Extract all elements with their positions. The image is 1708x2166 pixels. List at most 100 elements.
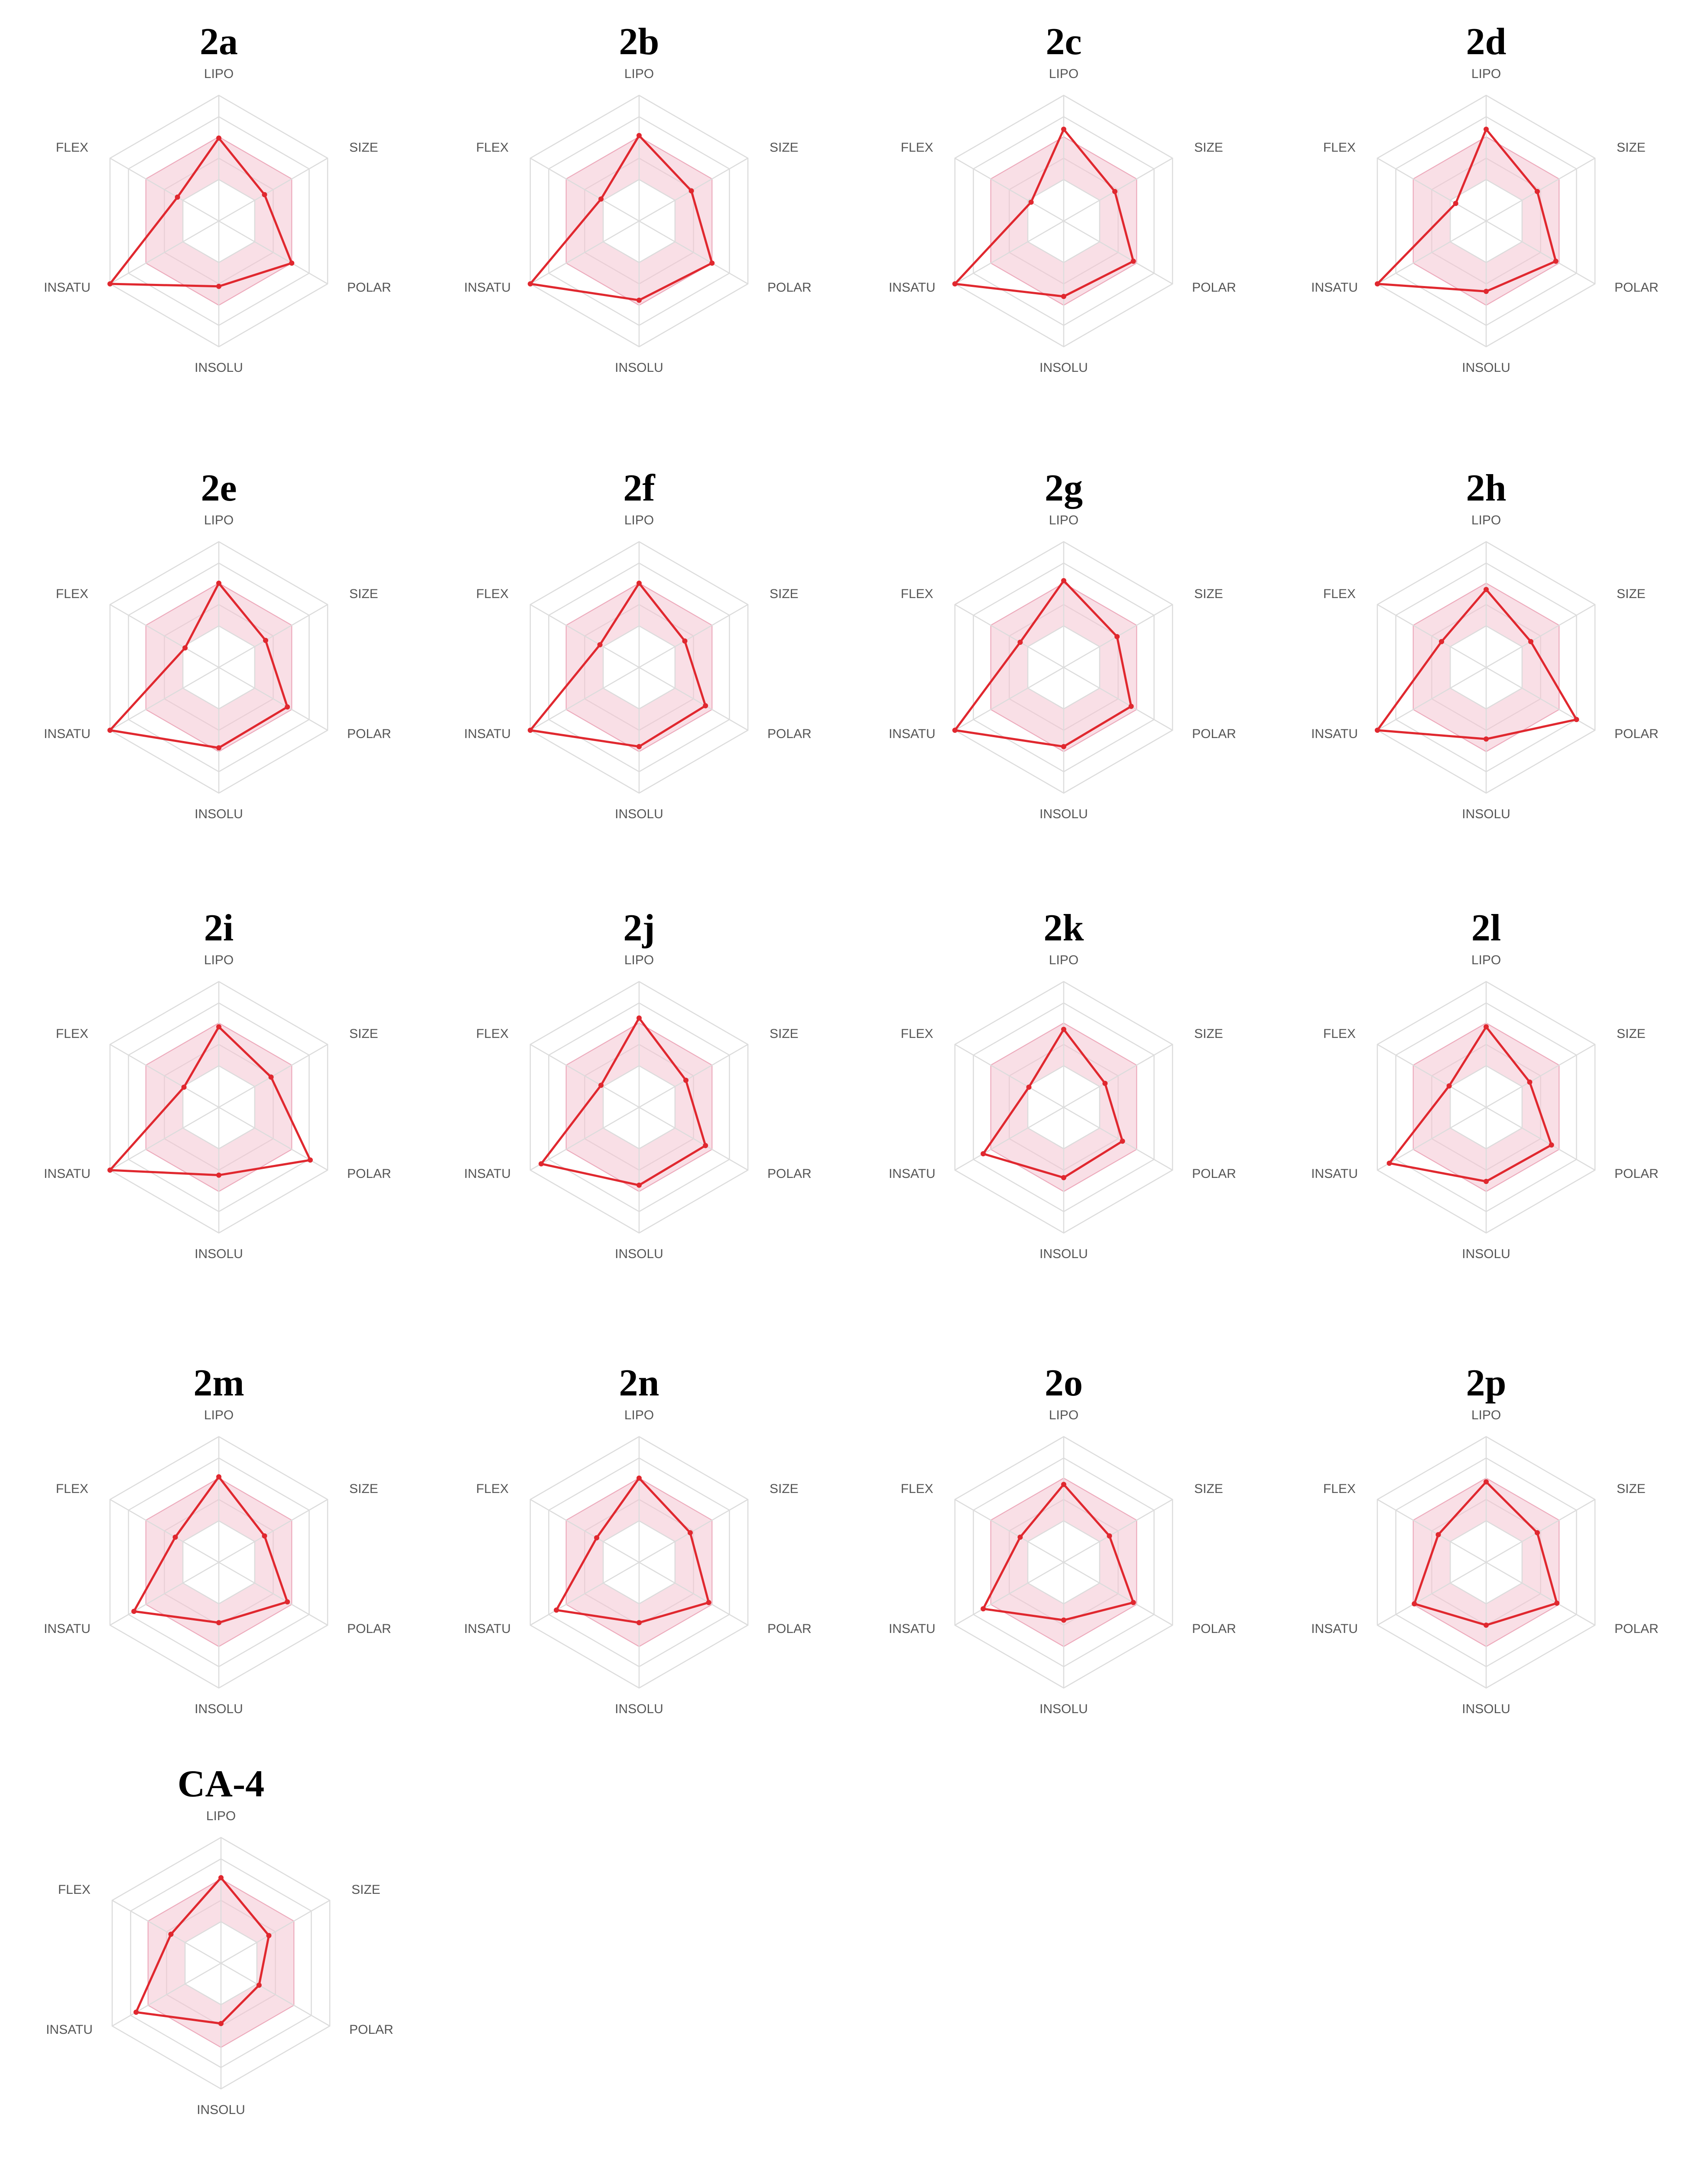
axis-spoke [639, 220, 748, 285]
axis-label-size: SIZE [1194, 587, 1223, 601]
data-point-flex [1439, 639, 1444, 644]
data-point-insatu [1374, 728, 1380, 733]
radar-panel-2m: LIPO SIZE POLAR INSOLU INSATU FLEX 2m [44, 1362, 391, 1716]
axis-label-size: SIZE [770, 140, 799, 155]
axis-label-size: SIZE [770, 1027, 799, 1041]
data-point-flex [172, 1535, 178, 1540]
radar-panel-2f: LIPO SIZE POLAR INSOLU INSATU FLEX 2f [464, 467, 812, 821]
axis-label-flex: FLEX [476, 1027, 509, 1041]
data-point-insatu [554, 1607, 559, 1613]
data-point-flex [1017, 640, 1023, 645]
data-point-polar [1574, 717, 1579, 722]
axis-label-polar: POLAR [1192, 727, 1236, 741]
axis-label-size: SIZE [351, 1883, 380, 1897]
data-point-lipo [1484, 587, 1489, 592]
data-point-lipo [1484, 127, 1489, 132]
axis-spoke [955, 667, 1064, 731]
axis-spoke [530, 1499, 640, 1563]
axis-spoke [1377, 157, 1487, 222]
data-point-size [1112, 189, 1117, 194]
data-point-insolu [216, 745, 221, 751]
axis-label-flex: FLEX [901, 587, 933, 601]
axis-spoke [218, 667, 328, 731]
axis-spoke [1063, 1106, 1173, 1171]
data-point-size [263, 637, 268, 643]
axis-label-insolu: INSOLU [615, 1247, 663, 1261]
data-point-lipo [636, 133, 642, 138]
data-point-polar [1130, 1600, 1136, 1605]
data-point-lipo [1061, 1482, 1066, 1487]
axis-spoke [112, 1899, 221, 1964]
axis-label-polar: POLAR [1614, 727, 1659, 741]
data-point-insatu [981, 1606, 986, 1612]
data-point-flex [175, 194, 180, 200]
radar-panel-2l: LIPO SIZE POLAR INSOLU INSATU FLEX 2l [1311, 907, 1659, 1261]
axis-spoke [639, 1044, 748, 1108]
axis-label-insatu: INSATU [44, 1167, 91, 1181]
axis-spoke [1377, 604, 1487, 668]
axis-spoke [530, 157, 640, 222]
radar-panel-2n: LIPO SIZE POLAR INSOLU INSATU FLEX 2n [464, 1362, 812, 1716]
axis-label-insolu: INSOLU [1039, 1702, 1088, 1716]
axis-label-flex: FLEX [901, 140, 933, 155]
panel-title: 2l [1471, 907, 1501, 949]
axis-spoke [530, 1106, 640, 1171]
axis-label-size: SIZE [770, 587, 799, 601]
axis-spoke [1486, 1106, 1595, 1171]
data-point-insatu [107, 728, 113, 733]
data-point-flex [181, 1084, 187, 1090]
axis-spoke [955, 1499, 1064, 1563]
axis-label-flex: FLEX [476, 1482, 509, 1496]
axis-label-polar: POLAR [1192, 1167, 1236, 1181]
radar-panel-2h: LIPO SIZE POLAR INSOLU INSATU FLEX 2h [1311, 467, 1659, 821]
axis-label-insolu: INSOLU [1462, 1702, 1510, 1716]
panel-title: 2h [1466, 467, 1507, 509]
radar-panel-2g: LIPO SIZE POLAR INSOLU INSATU FLEX 2g [889, 467, 1236, 821]
data-point-lipo [636, 1015, 642, 1021]
axis-spoke [955, 604, 1064, 668]
axis-label-size: SIZE [1617, 1027, 1646, 1041]
axis-label-lipo: LIPO [624, 953, 654, 967]
axis-label-flex: FLEX [58, 1883, 91, 1897]
panel-title: 2b [619, 21, 659, 63]
data-point-insatu [527, 281, 533, 286]
axis-spoke [1377, 1044, 1487, 1108]
axis-label-lipo: LIPO [1471, 67, 1501, 81]
axis-spoke [1486, 604, 1595, 668]
data-point-polar [285, 704, 290, 710]
data-point-lipo [1061, 1027, 1066, 1032]
data-point-insatu [981, 1151, 986, 1157]
axis-label-insolu: INSOLU [1039, 361, 1088, 375]
axis-spoke [639, 1499, 748, 1563]
data-point-flex [168, 1932, 174, 1937]
axis-label-lipo: LIPO [624, 1408, 654, 1422]
radar-panel-2b: LIPO SIZE POLAR INSOLU INSATU FLEX 2b [464, 21, 812, 375]
axis-spoke [1486, 1561, 1595, 1626]
axis-spoke [1377, 1561, 1487, 1626]
data-point-insatu [1374, 281, 1380, 286]
data-point-polar [1130, 258, 1136, 264]
axis-spoke [110, 1044, 219, 1108]
axis-label-lipo: LIPO [204, 67, 234, 81]
data-point-polar [289, 260, 295, 266]
data-point-insolu [216, 1172, 221, 1178]
axis-spoke [530, 1044, 640, 1108]
data-point-flex [594, 1535, 600, 1541]
axis-label-polar: POLAR [347, 280, 391, 295]
axis-spoke [1377, 667, 1487, 731]
axis-label-polar: POLAR [1614, 1622, 1659, 1636]
data-point-size [1527, 1080, 1533, 1085]
axis-spoke [1063, 1499, 1173, 1563]
radar-panel-2d: LIPO SIZE POLAR INSOLU INSATU FLEX 2d [1311, 21, 1659, 375]
data-point-lipo [218, 1875, 224, 1880]
data-point-insolu [1484, 1623, 1489, 1628]
axis-spoke [530, 604, 640, 668]
axis-label-lipo: LIPO [1049, 953, 1078, 967]
axis-spoke [639, 667, 748, 731]
axis-label-insatu: INSATU [889, 1167, 935, 1181]
axis-label-lipo: LIPO [1049, 513, 1078, 527]
axis-label-size: SIZE [1617, 587, 1646, 601]
panel-title: 2d [1466, 21, 1507, 63]
data-point-flex [1453, 201, 1458, 206]
